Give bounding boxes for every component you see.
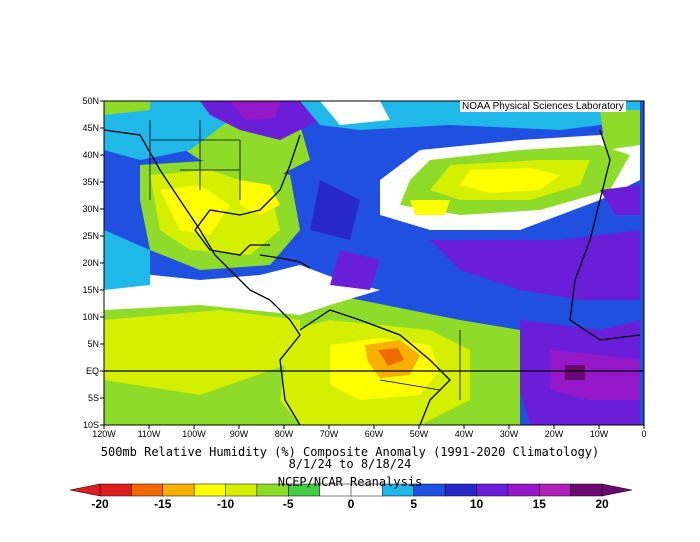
lat-tick-label: 20N — [82, 258, 99, 268]
lon-tick-label: 120W — [92, 429, 116, 439]
map-title: 500mb Relative Humidity (%) Composite An… — [100, 445, 600, 459]
colorbar-label: -20 — [91, 497, 109, 511]
credit-label: NOAA Physical Sciences Laboratory — [460, 101, 626, 112]
lon-tick-label: 50W — [410, 429, 429, 439]
colorbar-label: -5 — [282, 497, 294, 511]
lat-tick-label: 5S — [88, 393, 99, 403]
lon-tick-label: 30W — [500, 429, 519, 439]
lon-axis: 120W 110W 100W 90W 80W 70W 60W 50W 40W 30W 20W 10W 0 — [92, 425, 647, 439]
lat-tick-label: 35N — [82, 177, 99, 187]
colorbar-left-arrow — [69, 483, 101, 497]
colorbar-label: 20 — [595, 497, 609, 511]
lon-tick-label: 90W — [230, 429, 249, 439]
colorbar-label: 15 — [532, 497, 546, 511]
lat-tick-label: 50N — [82, 96, 99, 106]
lat-tick-label: 25N — [82, 231, 99, 241]
anomaly-field — [104, 101, 644, 425]
borders — [149, 120, 461, 400]
lon-tick-label: 60W — [365, 429, 384, 439]
lat-tick-label: 5N — [87, 339, 99, 349]
colorbar-right-arrow — [601, 483, 633, 497]
colorbar-label: -15 — [154, 497, 172, 511]
lon-tick-label: 10W — [590, 429, 609, 439]
date-range: 8/1/24 to 8/18/24 — [288, 457, 412, 471]
lat-tick-label: 45N — [82, 123, 99, 133]
lon-tick-label: 0 — [641, 429, 646, 439]
lon-tick-label: 80W — [275, 429, 294, 439]
colorbar-label: -10 — [216, 497, 235, 511]
lon-tick-label: 100W — [182, 429, 206, 439]
lon-tick-label: 70W — [320, 429, 339, 439]
lat-axis: 50N 45N 40N 35N 30N 25N 20N 15N 10N 5N EQ 5S 10S — [82, 96, 104, 430]
lat-tick-label: 10S — [83, 420, 99, 430]
colorbar-label: 5 — [410, 497, 418, 511]
lat-tick-label: 10N — [82, 312, 99, 322]
colorbar-label: 10 — [469, 497, 484, 511]
lon-tick-label: 40W — [455, 429, 474, 439]
coastlines — [104, 129, 641, 425]
data-source: NCEP/NCAR Reanalysis — [277, 475, 423, 489]
lat-tick-label: 30N — [82, 204, 99, 214]
lat-tick-label: EQ — [86, 366, 99, 376]
lon-tick-label: 20W — [545, 429, 564, 439]
lon-tick-label: 110W — [138, 429, 161, 439]
lat-tick-label: 40N — [82, 150, 99, 160]
colorbar-label: 0 — [347, 497, 355, 511]
lat-tick-label: 15N — [82, 285, 99, 295]
colorbar — [69, 483, 633, 497]
